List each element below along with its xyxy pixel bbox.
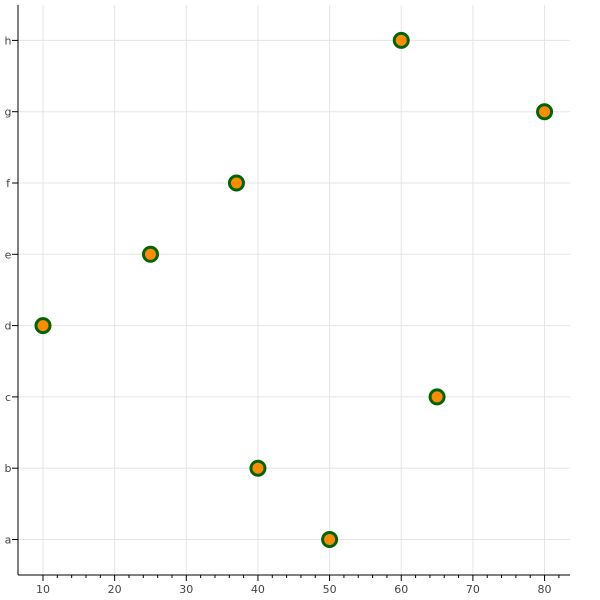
y-tick-label: h xyxy=(5,34,12,47)
x-tick-label: 10 xyxy=(36,583,50,596)
data-points xyxy=(34,31,554,548)
data-point-b xyxy=(249,459,267,477)
data-point-h xyxy=(392,31,410,49)
y-tick-label: e xyxy=(5,248,12,261)
x-tick-label: 40 xyxy=(251,583,265,596)
x-tick-label: 20 xyxy=(108,583,122,596)
y-tick-label: d xyxy=(5,320,12,333)
x-axis: 10 20 30 40 50 60 70 80 xyxy=(18,574,570,596)
data-point-c xyxy=(428,388,446,406)
y-tick-label: g xyxy=(5,106,12,119)
grid xyxy=(18,5,570,575)
x-tick-label: 60 xyxy=(394,583,408,596)
x-tick-label: 70 xyxy=(466,583,480,596)
x-tick-label: 30 xyxy=(179,583,193,596)
data-point-d xyxy=(34,317,52,335)
data-point-e xyxy=(141,245,159,263)
y-tick-label: f xyxy=(6,177,11,190)
y-axis: a b c d e f g h xyxy=(5,5,19,575)
data-point-f xyxy=(227,174,245,192)
data-point-g xyxy=(536,103,554,121)
x-tick-label: 50 xyxy=(323,583,337,596)
y-tick-label: c xyxy=(5,391,11,404)
y-tick-label: b xyxy=(5,462,12,475)
y-tick-label: a xyxy=(5,534,12,547)
x-tick-label: 80 xyxy=(538,583,552,596)
data-point-a xyxy=(321,531,339,548)
